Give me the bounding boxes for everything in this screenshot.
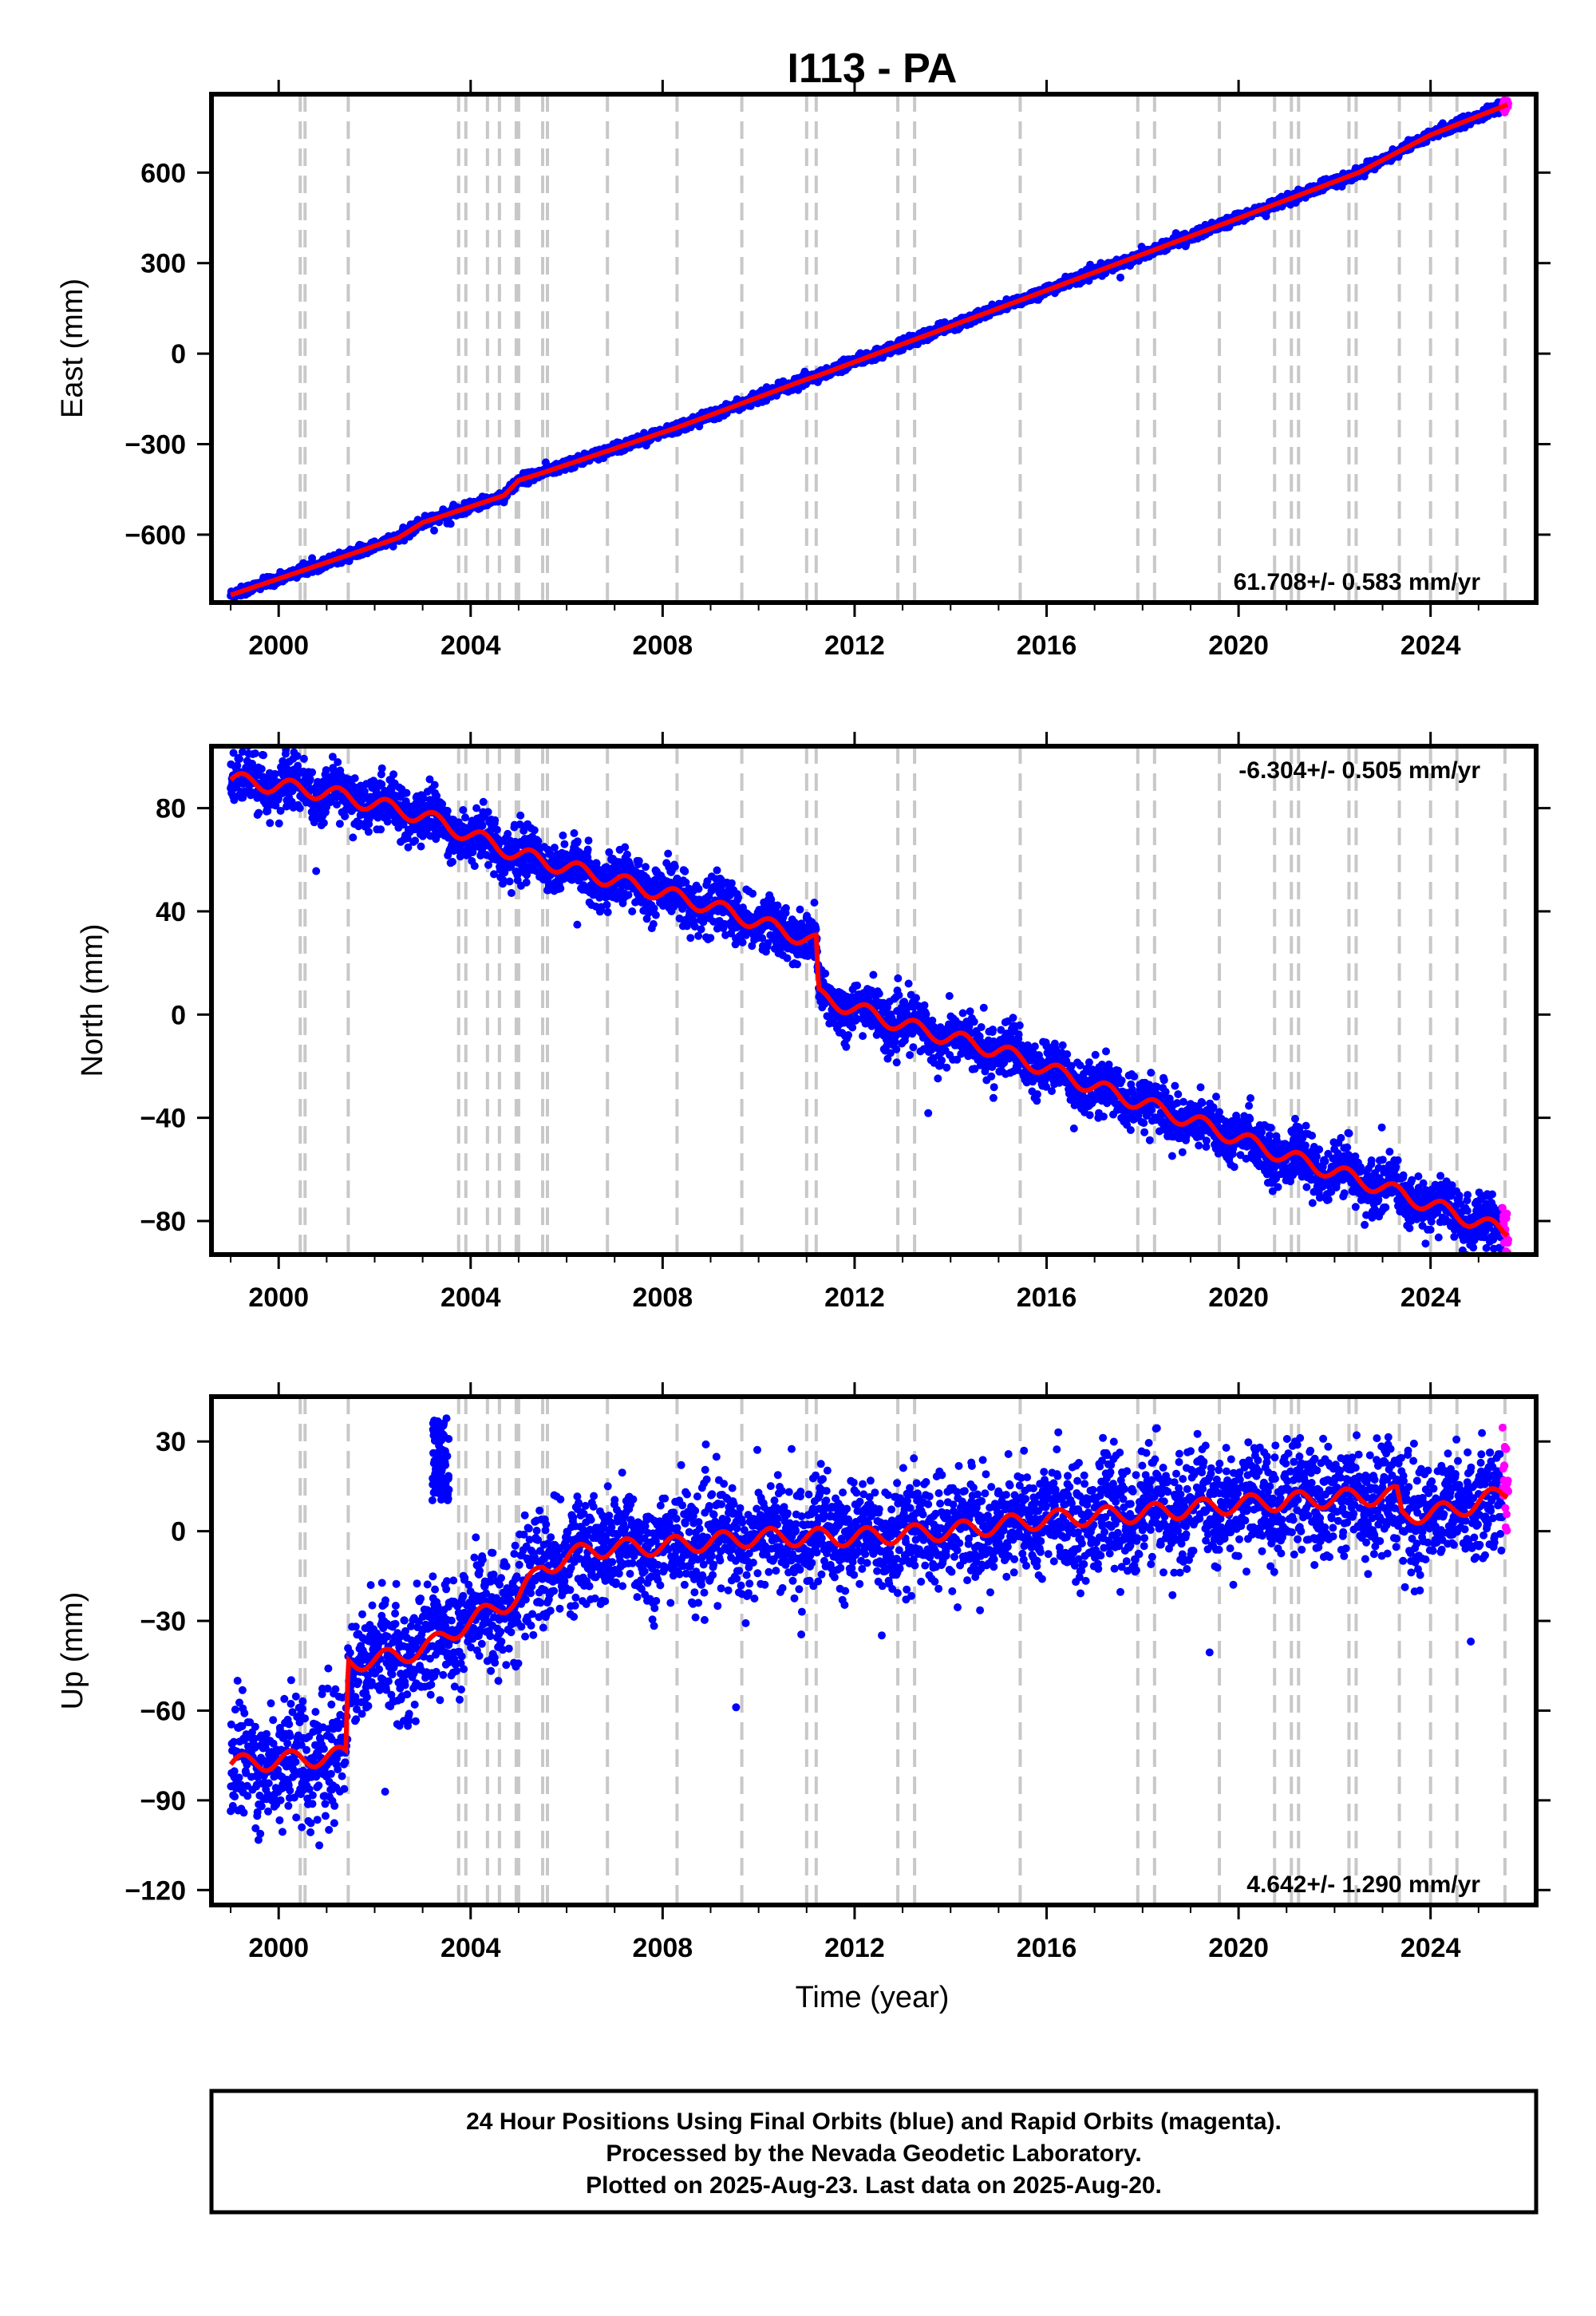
data-point	[461, 813, 469, 822]
x-tick-label: 2000	[248, 630, 309, 661]
data-point	[293, 752, 302, 761]
data-point	[235, 755, 243, 763]
data-point	[275, 819, 283, 828]
data-point	[364, 828, 373, 836]
data-point	[335, 820, 344, 828]
data-point	[1116, 273, 1124, 282]
x-tick-label: 2004	[440, 630, 501, 661]
data-point	[350, 774, 359, 783]
data-point	[430, 781, 439, 789]
rate-label: 61.708+/- 0.583 mm/yr	[1234, 569, 1481, 595]
data-point	[319, 819, 328, 828]
data-point	[430, 526, 438, 535]
y-axis-label: East (mm)	[56, 279, 89, 418]
data-point	[1084, 276, 1093, 285]
data-point	[306, 775, 314, 784]
data-point	[255, 808, 263, 817]
data-point	[349, 833, 358, 842]
data-point	[443, 807, 452, 815]
data-point	[299, 754, 308, 763]
data-point	[446, 520, 455, 528]
x-tick-label: 2024	[1400, 630, 1461, 661]
x-tick-label: 2016	[1017, 630, 1077, 661]
data-point	[295, 804, 304, 812]
data-point	[417, 842, 425, 851]
data-point	[389, 542, 397, 551]
data-point	[411, 836, 420, 845]
data-point	[257, 765, 266, 773]
data-point	[389, 770, 398, 779]
scatter-points	[227, 718, 1512, 1255]
data-point	[459, 806, 468, 814]
data-point	[402, 788, 411, 797]
data-point	[266, 819, 275, 828]
data-point	[292, 718, 300, 726]
north-panel: 2000 2004 2008 2012 2016 2020 2024−80−4004080N…	[76, 718, 1551, 1313]
x-tick-label: 2020	[1208, 630, 1269, 661]
data-point	[312, 867, 321, 875]
data-point	[263, 807, 272, 816]
east-panel: 2000 2004 2008 2012 2016 2020 2024 −600 −300 0 300…	[56, 80, 1551, 661]
chart-title: I113 - PA	[788, 45, 958, 92]
x-tick-label: 2008	[633, 630, 693, 661]
plot-area	[227, 718, 1512, 1255]
data-point	[377, 764, 386, 773]
x-tick-label: 2012	[824, 630, 885, 661]
data-point	[308, 768, 317, 777]
data-point	[334, 758, 342, 766]
data-point	[259, 751, 268, 760]
data-point	[448, 857, 456, 866]
y-tick-label: 300	[140, 249, 186, 279]
y-tick-label: −300	[124, 430, 186, 460]
data-point	[377, 825, 385, 834]
data-point	[251, 749, 259, 757]
data-point	[322, 766, 330, 774]
y-tick-label: 600	[140, 158, 186, 188]
plot-area	[227, 94, 1512, 603]
y-tick-label: 0	[171, 339, 186, 370]
y-tick-label: −600	[124, 520, 186, 551]
